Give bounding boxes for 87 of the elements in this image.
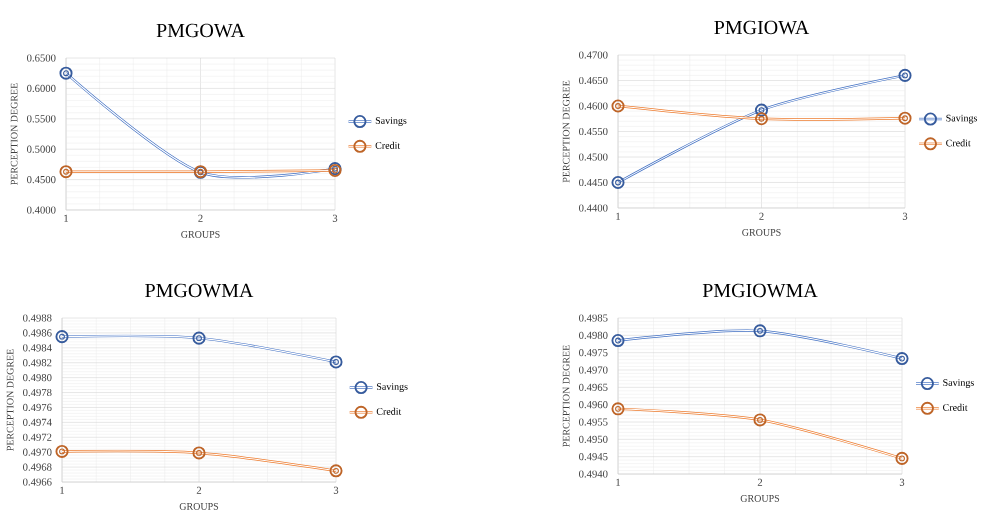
x-tick-label: 3: [902, 212, 908, 220]
x-axis-title: GROUPS: [179, 503, 219, 510]
y-tick-label: 0.4500: [27, 175, 56, 184]
legend-label: Savings: [376, 383, 408, 392]
point: [611, 99, 625, 113]
y-tick-label: 0.6500: [27, 54, 56, 62]
x-axis-title: GROUPS: [740, 495, 780, 502]
x-tick-label: 2: [196, 486, 202, 494]
point: [329, 355, 343, 369]
chart-title: PMGOWMA: [145, 283, 254, 298]
legend-label: Credit: [375, 141, 401, 149]
point: [329, 464, 343, 478]
x-tick-label: 3: [332, 214, 338, 222]
point: [898, 111, 912, 125]
point: [754, 112, 769, 126]
x-tick-label: 2: [198, 214, 203, 222]
point: [55, 444, 69, 458]
x-tick-label: 1: [60, 486, 65, 494]
point: [898, 68, 912, 82]
y-tick-label: 0.6000: [27, 84, 56, 93]
y-tick-label: 0.4955: [579, 418, 608, 426]
y-tick-label: 0.4980: [23, 374, 52, 382]
y-tick-label: 0.4550: [579, 127, 608, 136]
y-tick-label: 0.4965: [579, 383, 608, 391]
y-tick-label: 0.4972: [23, 433, 52, 441]
x-tick-label: 1: [616, 478, 621, 486]
y-tick-label: 0.4970: [23, 448, 52, 456]
y-tick-label: 0.4945: [579, 453, 608, 461]
point: [611, 402, 625, 416]
x-tick-label: 3: [333, 486, 339, 494]
y-tick-label: 0.4968: [23, 463, 52, 471]
y-tick-label: 0.4700: [579, 51, 608, 59]
y-axis-title: PERCEPTION DEGREE: [6, 349, 14, 451]
point: [59, 165, 73, 179]
y-tick-label: 0.4984: [23, 344, 52, 352]
y-tick-label: 0.4980: [579, 331, 608, 339]
y-tick-label: 0.5500: [27, 115, 56, 123]
y-axis-title: PERCEPTION DEGREE: [10, 83, 18, 185]
y-tick-label: 0.5000: [27, 145, 56, 153]
y-tick-label: 0.4975: [579, 349, 608, 357]
point: [895, 451, 909, 465]
y-axis-title: PERCEPTION DEGREE: [562, 80, 570, 183]
y-tick-label: 0.4000: [27, 206, 56, 214]
y-tick-label: 0.4982: [23, 359, 52, 367]
y-tick-label: 0.4966: [23, 478, 52, 486]
point: [55, 330, 69, 344]
y-tick-label: 0.4940: [579, 470, 608, 478]
y-tick-label: 0.4986: [23, 329, 52, 337]
legend-label: Savings: [946, 114, 978, 124]
y-tick-label: 0.4960: [579, 401, 608, 409]
point: [192, 446, 206, 460]
x-tick-label: 1: [616, 212, 621, 220]
legend-label: Credit: [943, 403, 968, 411]
point: [611, 333, 625, 348]
y-tick-label: 0.4978: [23, 388, 52, 397]
point: [611, 175, 625, 190]
y-tick-label: 0.4976: [23, 403, 52, 412]
chart-title: PMGIOWA: [714, 20, 810, 35]
y-tick-label: 0.4974: [23, 418, 52, 426]
x-axis-title: GROUPS: [742, 229, 781, 236]
y-tick-label: 0.4450: [579, 178, 608, 187]
x-tick-label: 2: [759, 212, 764, 220]
y-tick-label: 0.4650: [579, 76, 608, 85]
y-tick-label: 0.4985: [579, 314, 608, 322]
point: [754, 103, 769, 117]
y-tick-label: 0.4400: [579, 204, 608, 212]
x-tick-label: 2: [757, 478, 763, 486]
legend-label: Credit: [946, 139, 971, 147]
x-tick-label: 3: [899, 478, 905, 486]
y-tick-label: 0.4600: [579, 102, 608, 110]
y-axis-title: PERCEPTION DEGREE: [562, 345, 570, 447]
point: [59, 66, 73, 80]
legend-label: Credit: [376, 407, 402, 415]
y-tick-label: 0.4988: [23, 314, 52, 322]
y-tick-label: 0.4950: [579, 435, 608, 443]
point: [192, 331, 206, 345]
point: [895, 352, 909, 366]
chart-title: PMGOWA: [156, 23, 245, 38]
y-tick-label: 0.4970: [579, 366, 608, 374]
point: [753, 324, 767, 338]
point: [753, 413, 767, 427]
chart-title: PMGIOWMA: [702, 283, 818, 298]
y-tick-label: 0.4500: [579, 153, 608, 161]
legend-label: Savings: [943, 379, 974, 388]
x-tick-label: 1: [64, 214, 69, 222]
legend-label: Savings: [375, 117, 407, 126]
x-axis-title: GROUPS: [181, 231, 220, 238]
